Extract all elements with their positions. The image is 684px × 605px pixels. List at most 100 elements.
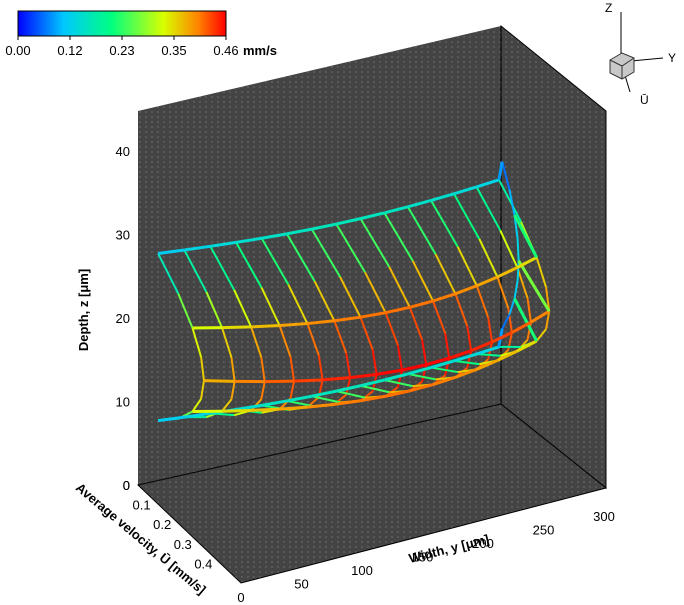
surface-line-depth <box>311 395 341 404</box>
z-tick-label: 30 <box>116 227 130 242</box>
surface-line-width <box>430 192 455 202</box>
colorbar <box>17 10 227 37</box>
surface-line-width <box>497 161 504 181</box>
surface-line-depth <box>407 372 436 381</box>
surface-line-width <box>261 399 288 407</box>
y-tick-label: 0.2 <box>153 517 171 532</box>
surface-line-depth <box>453 193 481 240</box>
surface-line-depth <box>339 276 362 318</box>
surface-line-depth <box>516 238 520 261</box>
surface-line-depth <box>289 380 296 399</box>
surface-line-depth <box>453 359 480 366</box>
surface-line-width <box>470 340 493 353</box>
surface-line-depth <box>432 300 447 334</box>
surface-line-width <box>513 214 538 259</box>
surface-line-depth <box>384 379 413 388</box>
surface-line-width <box>491 331 513 344</box>
surface-line-depth <box>408 306 424 341</box>
x-tick-label: 250 <box>533 523 555 538</box>
surface-line-depth <box>235 241 263 288</box>
surface-line-depth <box>157 253 180 294</box>
surface-line-width <box>454 284 478 296</box>
surface-line-width <box>385 389 411 398</box>
surface-line-width <box>294 378 323 383</box>
surface-line-depth <box>177 293 194 329</box>
surface-line-depth <box>333 320 348 354</box>
surface-line-depth <box>508 298 516 315</box>
surface-line-depth <box>221 398 233 412</box>
surface-line-width <box>448 349 472 360</box>
z-tick-label: 10 <box>116 394 130 409</box>
colorbar-tick-label: 0.00 <box>5 43 30 58</box>
surface-line-width <box>360 311 386 319</box>
surface-line-depth <box>310 228 342 278</box>
surface-line-depth <box>526 297 532 323</box>
surface-line-width <box>311 389 337 398</box>
surface-line-width <box>184 244 211 252</box>
surface-line-depth <box>487 317 494 343</box>
surface-line-depth <box>513 280 519 299</box>
surface-line-depth <box>501 161 511 190</box>
colorbar-tick-label: 0.12 <box>57 43 82 58</box>
surface-line-depth <box>205 291 223 329</box>
triad-y-label: Y <box>668 51 676 65</box>
colorbar-tick-label: 0.46 <box>213 43 238 58</box>
y-axis-ticks: 00.10.20.30.4 <box>123 478 213 571</box>
surface-line-depth <box>278 325 292 358</box>
surface-line-width <box>235 403 262 411</box>
surface-line-depth <box>501 314 511 330</box>
surface-line-depth <box>345 352 352 378</box>
colorbar-tick-label: 0.35 <box>161 43 186 58</box>
orientation-triad: Z Y Ū <box>605 1 676 107</box>
surface-line-width <box>383 372 409 382</box>
surface-line-depth <box>221 327 233 358</box>
surface-line-depth <box>313 280 336 322</box>
z-tick-label: 20 <box>116 311 130 326</box>
surface-line-depth <box>230 357 236 382</box>
surface-line-width <box>360 394 386 403</box>
surface-line-depth <box>287 284 309 324</box>
surface-line-depth <box>526 322 532 341</box>
surface-line-depth <box>384 312 399 346</box>
surface-line-width <box>401 363 427 372</box>
surface-line-depth <box>516 260 520 281</box>
surface-line-depth <box>498 179 522 223</box>
surface-line-width <box>430 359 455 370</box>
surface-line-depth <box>191 327 203 358</box>
surface-line-width <box>476 275 498 288</box>
surface-line-depth <box>359 218 391 268</box>
surface-line-width <box>349 372 377 380</box>
surface-line-width <box>235 236 262 244</box>
y-tick-label: 0 <box>123 478 130 493</box>
surface-line-depth <box>383 212 414 262</box>
z-tick-label: 40 <box>116 144 130 159</box>
x-tick-label: 100 <box>351 563 373 578</box>
surface-line-width <box>334 315 361 323</box>
x-tick-label: 200 <box>472 536 494 551</box>
surface-line-width <box>184 411 211 419</box>
surface-line-depth <box>478 238 499 278</box>
colorbar-tick-label: 0.23 <box>109 43 134 58</box>
surface-line-depth <box>250 326 263 358</box>
surface-line-depth <box>421 339 428 365</box>
surface-line-depth <box>430 199 459 248</box>
surface-line-depth <box>335 223 366 273</box>
surface-line-width <box>530 309 550 324</box>
x-axis-ticks: 0 50 100 150 200 250 300 <box>237 509 614 605</box>
surface-line-depth <box>396 369 403 388</box>
surface-line-depth <box>191 398 202 413</box>
surface-line-width <box>286 394 313 403</box>
surface-line-depth <box>260 237 290 286</box>
surface-line-width <box>376 368 403 376</box>
triad-z-label: Z <box>605 1 612 15</box>
surface-line-depth <box>406 206 437 255</box>
surface-line-depth <box>475 186 502 231</box>
surface-line-depth <box>466 325 473 351</box>
surface-line-width <box>360 378 385 388</box>
surface-line-width <box>334 399 361 406</box>
surface-line-depth <box>444 333 451 359</box>
surface-line-depth <box>545 287 551 312</box>
z-axis-ticks: 0 10 20 30 40 <box>116 144 130 493</box>
surface-line-width <box>210 240 237 248</box>
surface-line-width <box>409 299 434 309</box>
